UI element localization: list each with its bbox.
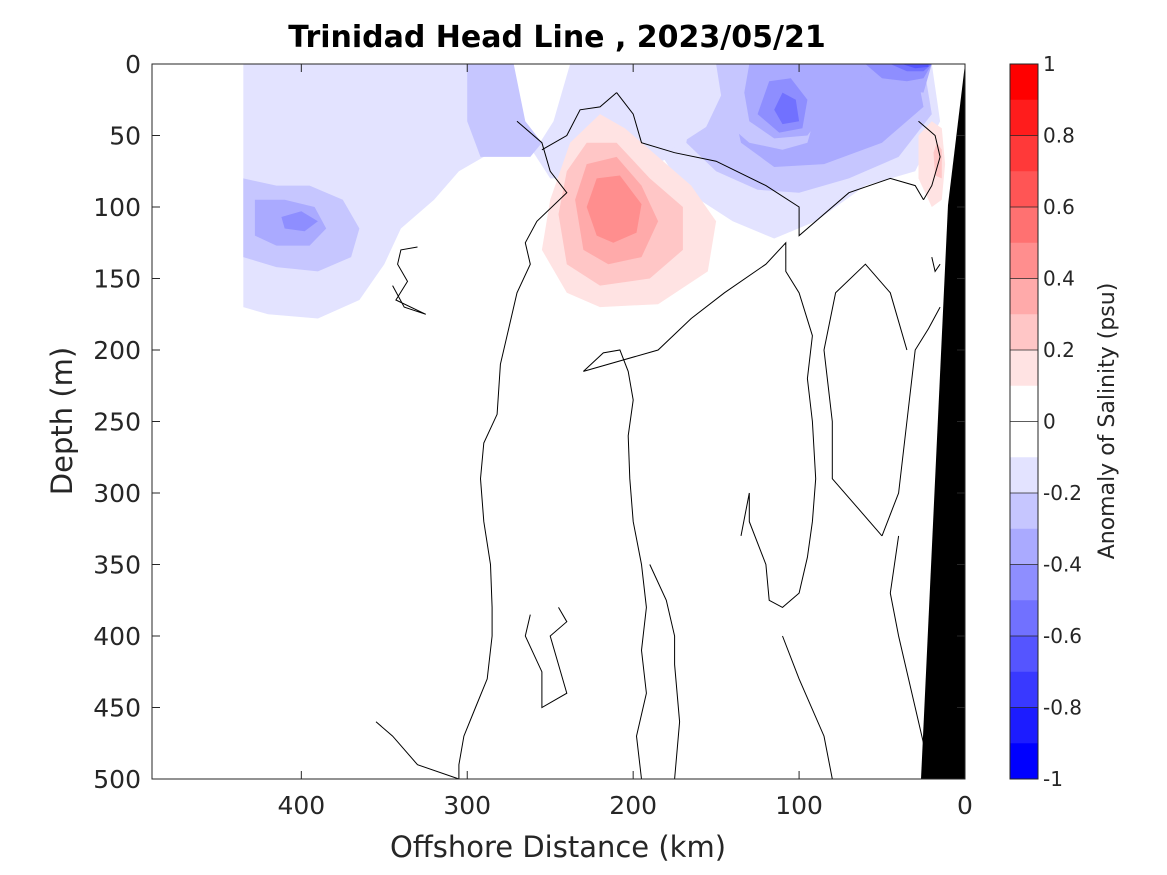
zero-isoline-12 bbox=[931, 256, 941, 273]
colorbar-tick-label: -0.8 bbox=[1043, 696, 1082, 720]
y-tick-label: 250 bbox=[93, 408, 141, 437]
zero-contour-lines bbox=[375, 92, 941, 779]
y-tick-label: 300 bbox=[93, 479, 141, 508]
colorbar-segment bbox=[1010, 528, 1038, 565]
colorbar-segment bbox=[1010, 314, 1038, 351]
colorbar: 1 0.8 0.6 0.4 0.2 0 -0.2 -0.4 -0.6 -0.8 -1 bbox=[1009, 52, 1082, 791]
colorbar-segment bbox=[1010, 457, 1038, 494]
x-axis-label: Offshore Distance (km) bbox=[390, 830, 726, 864]
zero-isoline-11 bbox=[889, 535, 933, 779]
colorbar-tick-label: 0.8 bbox=[1043, 124, 1075, 148]
y-tick-label: 50 bbox=[109, 122, 141, 151]
zero-isoline-10 bbox=[823, 263, 908, 537]
fill-pos-nearshore-core bbox=[933, 142, 942, 179]
colorbar-segment bbox=[1010, 278, 1038, 315]
y-tick-label: 450 bbox=[93, 694, 141, 723]
zero-isoline-13 bbox=[375, 721, 460, 779]
x-tick-label: 400 bbox=[277, 791, 325, 820]
fill-neg-level-15 bbox=[882, 64, 929, 69]
colorbar-tick-label: -1 bbox=[1043, 767, 1063, 791]
y-tick-label: 200 bbox=[93, 336, 141, 365]
y-tick-label: 400 bbox=[93, 622, 141, 651]
fill-pos-nearshore bbox=[918, 121, 946, 207]
colorbar-segment bbox=[1010, 743, 1038, 780]
colorbar-segment bbox=[1010, 671, 1038, 708]
colorbar-segment bbox=[1010, 636, 1038, 673]
colorbar-tick-label: -0.4 bbox=[1043, 553, 1082, 577]
x-tick-label: 200 bbox=[609, 791, 657, 820]
fill-neg-level-1 bbox=[467, 64, 542, 157]
y-axis: 0 50 100 150 200 250 300 350 400 450 500 bbox=[93, 50, 965, 794]
colorbar-tick-label: -0.6 bbox=[1043, 624, 1082, 648]
fill-neg-level-11 bbox=[774, 92, 800, 125]
zero-isoline-1 bbox=[541, 92, 617, 151]
colorbar-segment bbox=[1010, 171, 1038, 208]
colorbar-tick-label: 0.6 bbox=[1043, 195, 1075, 219]
colorbar-segment bbox=[1010, 493, 1038, 530]
colorbar-tick-label: 0 bbox=[1043, 410, 1056, 434]
zero-isoline-4 bbox=[392, 246, 427, 315]
colorbar-segment bbox=[1010, 707, 1038, 744]
y-tick-label: 350 bbox=[93, 551, 141, 580]
colorbar-segment bbox=[1010, 600, 1038, 637]
y-axis-label: Depth (m) bbox=[45, 347, 79, 495]
colorbar-segment bbox=[1010, 421, 1038, 458]
y-tick-label: 500 bbox=[93, 765, 141, 794]
y-tick-label: 150 bbox=[93, 265, 141, 294]
colorbar-segment bbox=[1010, 350, 1038, 387]
y-tick-label: 0 bbox=[125, 50, 141, 79]
contour-fills bbox=[243, 64, 946, 319]
y-tick-label: 100 bbox=[93, 193, 141, 222]
x-axis: 400 300 200 100 0 bbox=[277, 64, 973, 820]
colorbar-segment bbox=[1010, 242, 1038, 279]
x-tick-label: 300 bbox=[443, 791, 491, 820]
colorbar-tick-label: 0.2 bbox=[1043, 338, 1075, 362]
fill-neg-level-4 bbox=[281, 211, 318, 232]
colorbar-segment bbox=[1010, 564, 1038, 601]
x-tick-label: 0 bbox=[957, 791, 973, 820]
colorbar-segment bbox=[1010, 207, 1038, 244]
zero-isoline-6 bbox=[583, 241, 817, 609]
colorbar-segment bbox=[1010, 135, 1038, 172]
zero-isoline-2 bbox=[616, 92, 924, 237]
zero-isoline-5 bbox=[583, 349, 647, 779]
colorbar-segment bbox=[1010, 64, 1038, 101]
zero-isoline-7 bbox=[649, 564, 681, 779]
colorbar-tick-label: 1 bbox=[1043, 52, 1056, 76]
zero-isoline-8 bbox=[782, 635, 833, 779]
zero-isoline-9 bbox=[881, 306, 941, 537]
zero-isoline-14 bbox=[524, 607, 568, 709]
continental-shelf bbox=[921, 64, 965, 779]
colorbar-segment bbox=[1010, 385, 1038, 422]
fill-pos-level-3 bbox=[586, 175, 642, 243]
colorbar-tick-label: -0.2 bbox=[1043, 481, 1082, 505]
colorbar-tick-label: 0.4 bbox=[1043, 267, 1075, 291]
zero-isoline-0 bbox=[458, 120, 568, 779]
chart-title: Trinidad Head Line , 2023/05/21 bbox=[288, 20, 825, 55]
colorbar-segment bbox=[1010, 99, 1038, 136]
zero-isoline-3 bbox=[918, 120, 941, 201]
colorbar-label: Anomaly of Salinity (psu) bbox=[1095, 283, 1120, 560]
x-tick-label: 100 bbox=[775, 791, 823, 820]
